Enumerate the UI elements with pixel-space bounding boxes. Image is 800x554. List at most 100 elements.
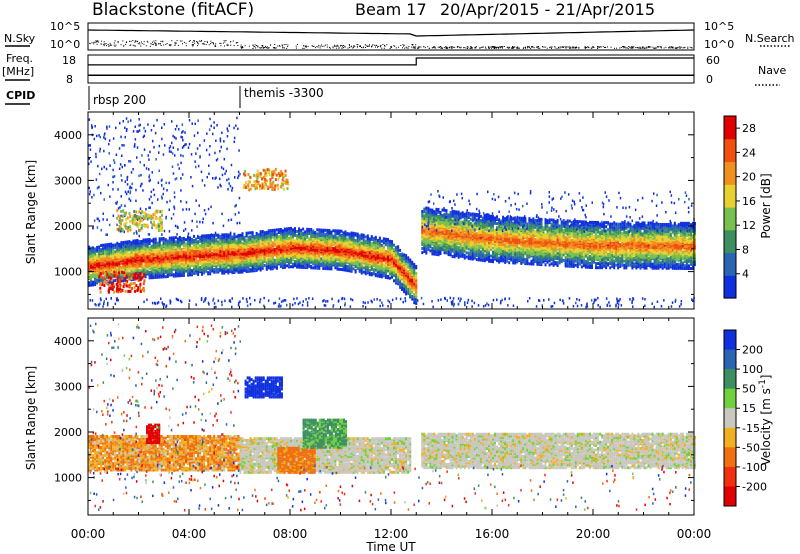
power-cell — [443, 212, 446, 216]
nsearch-point — [225, 40, 227, 41]
nsearch-point — [562, 46, 564, 48]
nsearch-point — [315, 47, 316, 49]
power-cell — [288, 229, 290, 233]
nsearch-point — [240, 47, 242, 49]
power-cell — [332, 229, 335, 233]
power-cell — [334, 241, 337, 245]
power-cell — [217, 233, 220, 237]
power-cell — [441, 242, 444, 246]
power-cell — [281, 233, 284, 237]
nsearch-point — [157, 43, 159, 45]
nsearch-point — [114, 45, 116, 47]
nsearch-point — [213, 43, 214, 45]
power-cell — [104, 257, 107, 261]
power-cell — [407, 265, 410, 269]
nsearch-point — [400, 45, 402, 46]
power-cell — [407, 290, 410, 294]
power-cell — [126, 240, 129, 244]
power-cell — [146, 269, 149, 273]
nsearch-point — [558, 46, 559, 48]
power-cell — [168, 236, 171, 240]
power-cell — [209, 272, 212, 276]
nsearch-point — [149, 45, 151, 47]
power-cell — [447, 250, 450, 254]
power-cell — [294, 262, 296, 266]
nsearch-point — [318, 44, 320, 46]
power-cell — [435, 236, 438, 240]
power-cell — [350, 234, 353, 238]
power-cell — [197, 259, 200, 263]
nsearch-point — [598, 46, 600, 48]
power-cell — [447, 213, 450, 217]
nsearch-point — [502, 47, 503, 49]
power-cell — [273, 228, 276, 232]
power-cell — [235, 239, 238, 243]
power-cell — [304, 264, 307, 268]
power-cell — [144, 243, 147, 247]
power-cell — [138, 240, 141, 244]
power-cell — [290, 235, 292, 239]
power-cell — [213, 237, 216, 241]
nsearch-point — [638, 47, 640, 49]
nsearch-point — [275, 47, 277, 49]
nsearch-point — [98, 41, 100, 43]
power-cell — [330, 266, 333, 269]
power-cell — [281, 253, 284, 257]
power-cell — [360, 241, 363, 245]
power-cell — [310, 264, 313, 268]
nsearch-point — [226, 45, 228, 47]
power-cell — [233, 258, 236, 262]
power-cell — [320, 257, 323, 261]
nsearch-point — [642, 46, 644, 48]
power-cell — [405, 256, 408, 260]
power-cell — [320, 262, 323, 266]
power-cell — [150, 244, 153, 248]
power-cell — [227, 256, 230, 260]
nsearch-point — [511, 47, 513, 49]
power-cell — [243, 268, 246, 272]
power-cell — [290, 226, 292, 230]
nsearch-point — [440, 46, 442, 48]
nsearch-point — [680, 46, 682, 48]
nsearch-point — [498, 47, 500, 49]
power-cell — [338, 258, 341, 262]
nsearch-point — [197, 41, 199, 43]
power-cell — [136, 250, 139, 253]
nsearch-point — [321, 45, 323, 47]
nsearch-point — [107, 44, 109, 45]
nsearch-point — [222, 42, 224, 44]
nsearch-point — [597, 48, 599, 49]
power-cell — [172, 273, 175, 277]
power-cell — [415, 274, 418, 278]
power-cell — [407, 256, 410, 260]
nsearch-point — [323, 45, 325, 47]
power-cell — [384, 237, 387, 241]
power-cell — [90, 252, 92, 256]
nsearch-point — [338, 47, 340, 49]
power-cell — [439, 211, 442, 214]
nsearch-point — [610, 46, 612, 48]
power-cell — [174, 245, 177, 249]
power-cell — [136, 244, 139, 248]
nsearch-point — [268, 47, 270, 49]
power-cell — [134, 239, 137, 243]
nsearch-point — [402, 47, 403, 49]
power-cell — [382, 267, 385, 271]
power-cell — [176, 237, 179, 241]
power-cell — [185, 242, 187, 246]
power-cell — [279, 228, 282, 231]
power-cell — [160, 244, 163, 247]
power-cell — [261, 265, 264, 269]
power-cell — [362, 240, 365, 244]
nsearch-point — [614, 47, 615, 49]
nsearch-point — [402, 44, 404, 46]
power-cell — [403, 253, 406, 257]
power-cell — [182, 261, 185, 265]
nsearch-point — [153, 43, 154, 45]
power-cell — [336, 267, 339, 271]
power-cell — [170, 251, 173, 255]
power-cell — [429, 245, 432, 249]
nsky-panel-frame — [87, 22, 695, 51]
power-cell — [217, 267, 220, 271]
power-cell — [358, 256, 361, 260]
